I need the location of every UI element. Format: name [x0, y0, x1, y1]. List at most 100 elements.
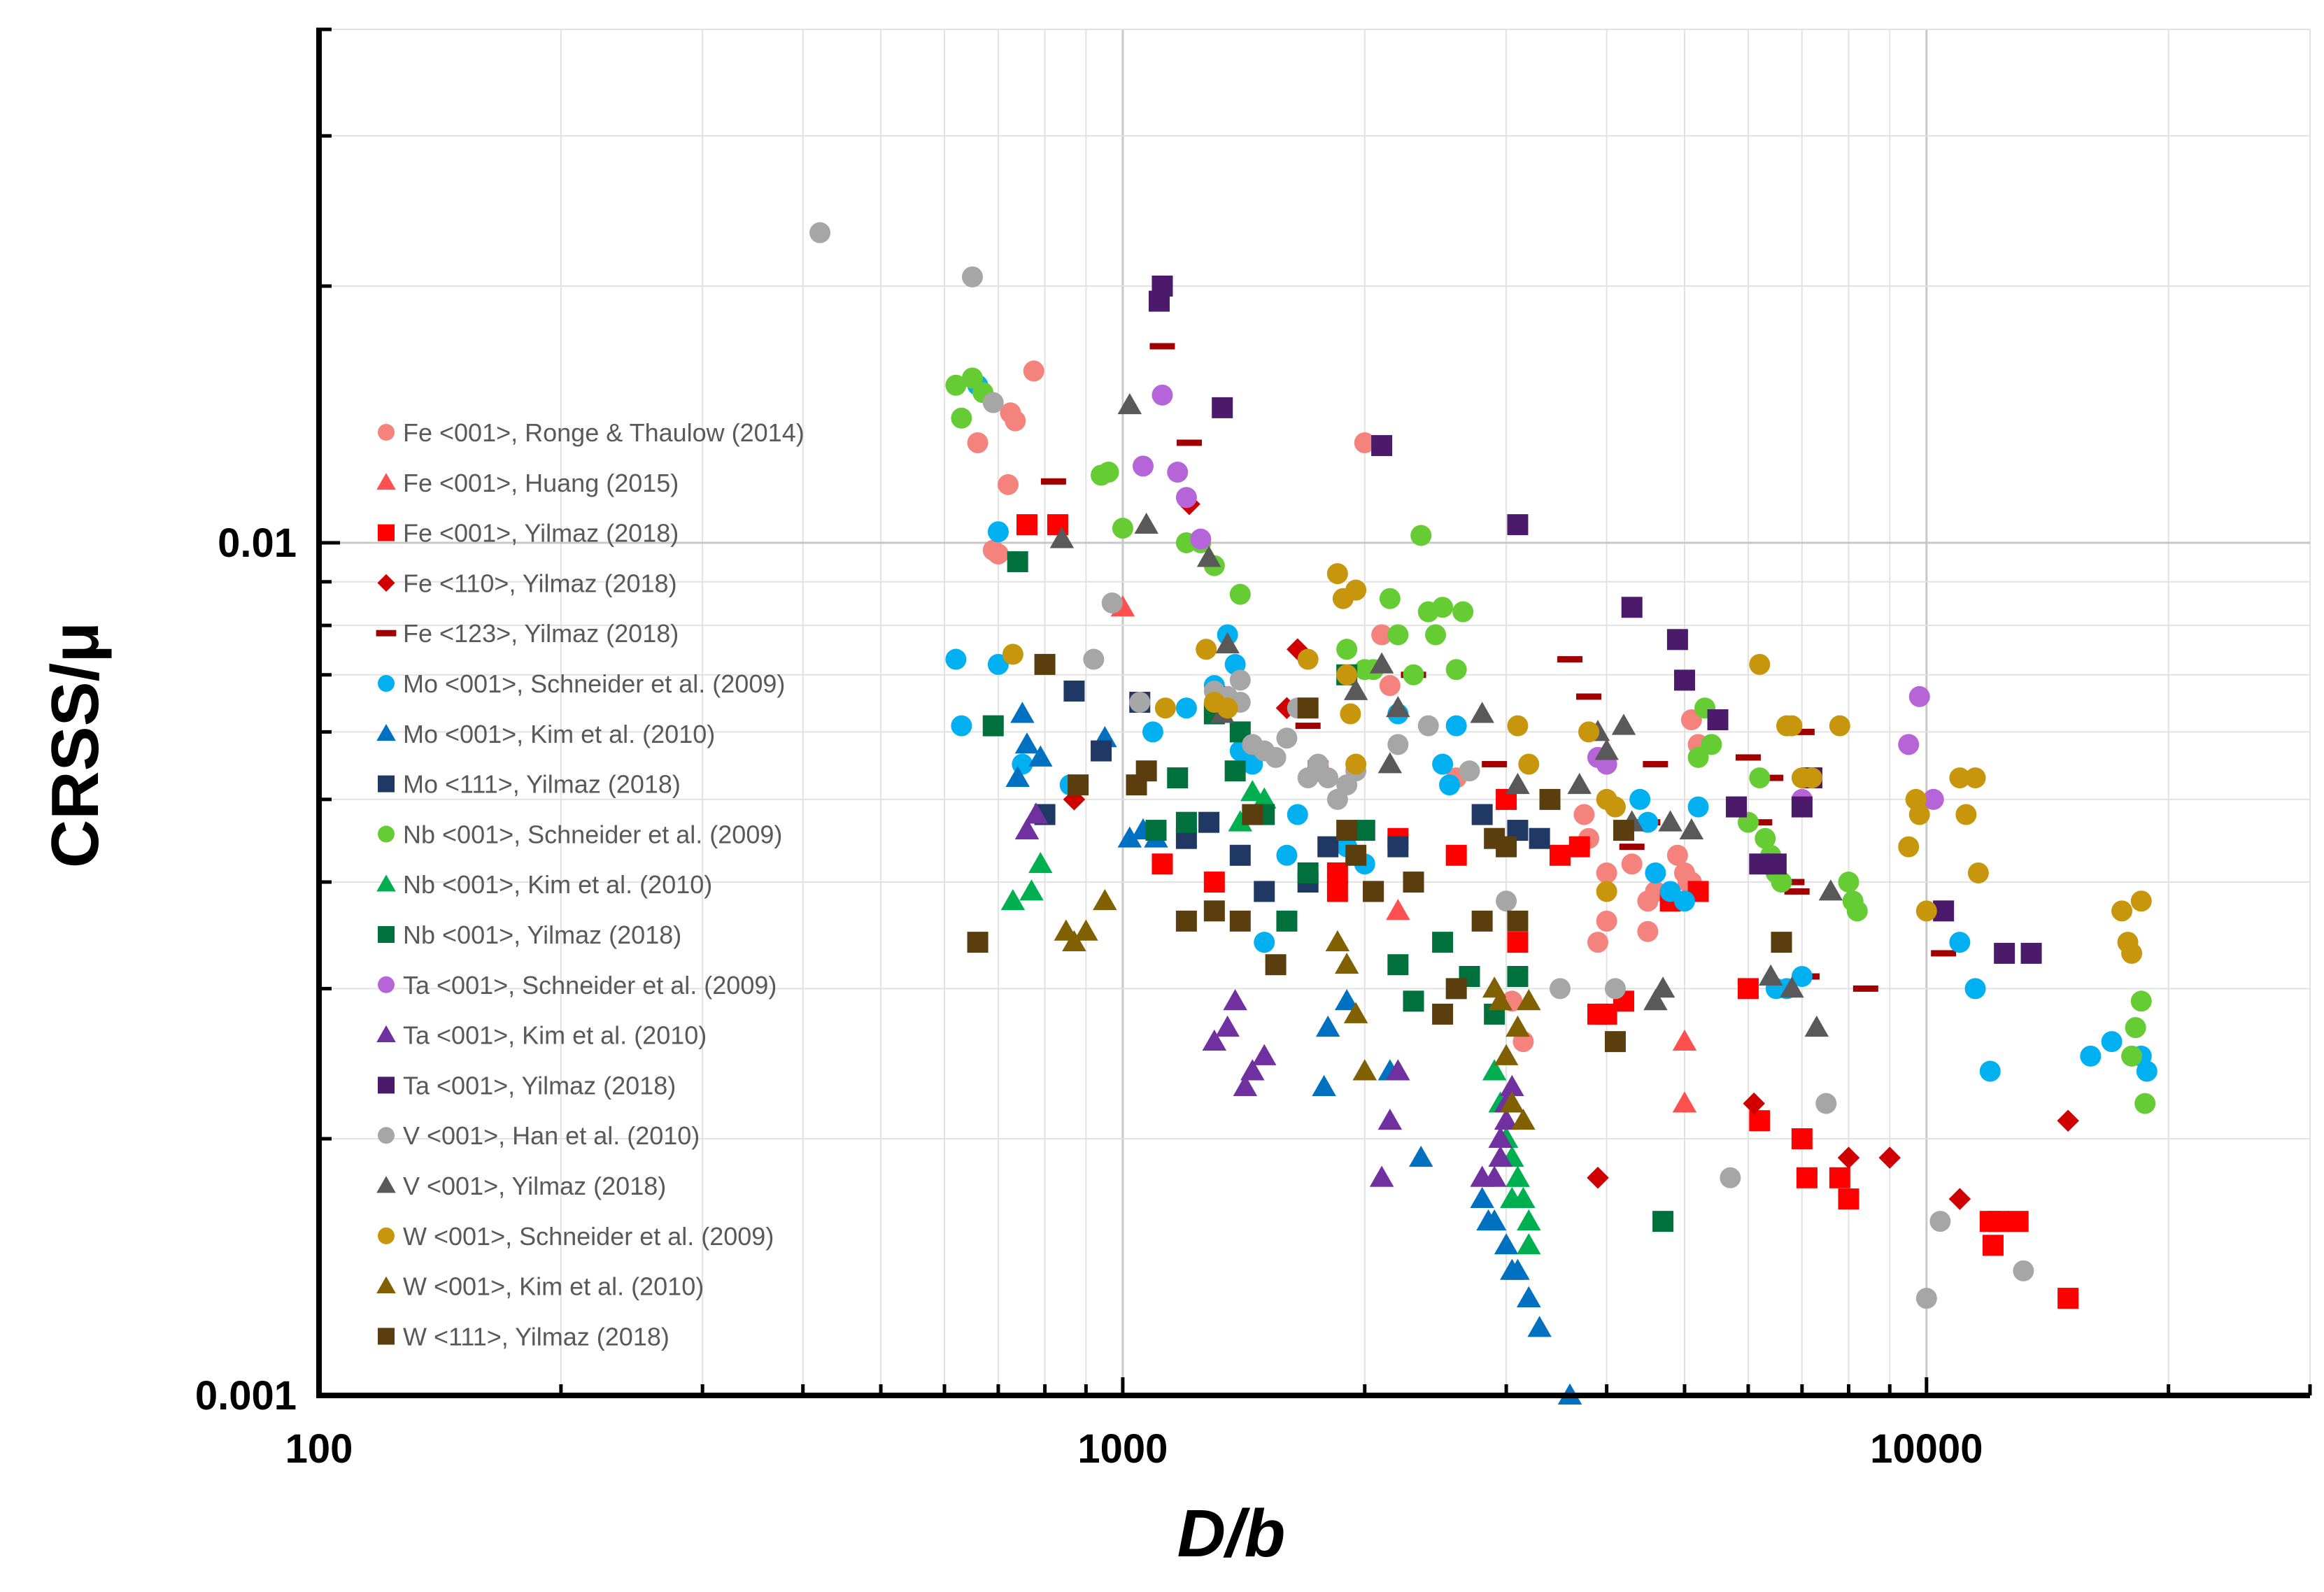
data-point: [1557, 656, 1583, 663]
data-point: [1517, 1286, 1541, 1308]
data-point: [1949, 767, 1971, 789]
legend-label: Fe <110>, Yilmaz (2018): [403, 569, 677, 597]
data-point: [1604, 796, 1626, 818]
data-point: [1707, 709, 1729, 731]
legend-entry: Mo <001>, Schneider et al. (2009): [378, 669, 785, 698]
data-point: [1190, 528, 1212, 550]
series-18: [967, 653, 1792, 1053]
legend-entry: Ta <001>, Schneider et al. (2009): [378, 971, 777, 1000]
legend-marker: [376, 473, 396, 490]
data-point: [1007, 551, 1028, 573]
data-point: [1500, 1186, 1524, 1209]
legend-entry: V <001>, Han et al. (2010): [378, 1121, 700, 1150]
legend-entry: Nb <001>, Schneider et al. (2009): [378, 820, 782, 848]
data-point: [1152, 384, 1173, 406]
data-point: [1796, 1167, 1818, 1188]
data-point: [1747, 819, 1773, 826]
data-point: [1507, 932, 1529, 953]
data-point: [1377, 1108, 1403, 1130]
data-point: [1287, 804, 1308, 825]
data-point: [1317, 836, 1339, 858]
data-point: [1098, 462, 1119, 483]
data-point: [1818, 879, 1843, 901]
data-point: [1403, 872, 1424, 893]
legend-marker: [378, 1328, 395, 1345]
data-point: [1240, 1059, 1265, 1081]
legend-entry: Fe <001>, Huang (2015): [376, 469, 679, 497]
data-point: [1229, 583, 1251, 605]
data-point: [1982, 1235, 2004, 1256]
data-point: [2007, 1211, 2029, 1232]
legend-marker: [378, 825, 395, 843]
data-point: [1500, 1091, 1524, 1113]
data-point: [1083, 648, 1105, 670]
legend: Fe <001>, Ronge & Thaulow (2014) Fe <001>…: [376, 418, 805, 1351]
data-point: [1765, 853, 1787, 875]
data-point: [1432, 1003, 1454, 1025]
data-point: [1517, 1209, 1541, 1231]
data-point: [1781, 715, 1803, 737]
legend-marker: [378, 775, 395, 793]
data-point: [1470, 702, 1494, 723]
data-point: [1550, 978, 1571, 1000]
legend-marker: [378, 926, 395, 943]
data-point: [1345, 844, 1367, 866]
data-point: [1949, 932, 1971, 953]
data-point: [1276, 844, 1298, 866]
data-point: [1687, 746, 1709, 768]
data-point: [1336, 639, 1358, 660]
data-point: [1482, 760, 1508, 767]
data-point: [1154, 697, 1176, 719]
data-point: [1062, 930, 1086, 952]
data-point: [1229, 844, 1251, 866]
data-point: [1852, 985, 1878, 992]
data-point: [1672, 1029, 1697, 1051]
data-point: [2130, 990, 2152, 1012]
data-point: [1425, 624, 1447, 646]
x-axis-title: D/b: [1177, 1496, 1286, 1571]
data-point: [1252, 1044, 1277, 1065]
data-point: [967, 432, 989, 453]
data-point: [1117, 392, 1142, 415]
data-point: [1354, 820, 1375, 841]
series-17: [1054, 888, 1541, 1130]
data-point: [1507, 715, 1529, 737]
data-point: [1488, 1145, 1512, 1167]
data-point: [1908, 804, 1930, 825]
data-point: [1091, 740, 1112, 762]
legend-entry: Mo <001>, Kim et al. (2010): [376, 720, 715, 748]
data-point: [2013, 1260, 2034, 1281]
data-point: [987, 543, 1009, 565]
data-point: [1023, 802, 1049, 824]
data-point: [809, 222, 831, 243]
data-point: [1791, 796, 1813, 818]
data-point: [1679, 818, 1704, 839]
data-point: [1049, 527, 1075, 548]
data-point: [1242, 804, 1263, 825]
data-point: [1217, 697, 1238, 719]
data-point: [1149, 343, 1175, 350]
data-point: [1621, 597, 1643, 618]
data-point: [1666, 844, 1688, 866]
data-point: [1459, 760, 1480, 782]
tick-labels: 100 1000 10000 0.001 0.01: [195, 520, 1983, 1472]
data-point: [1629, 788, 1651, 810]
legend-marker: [378, 524, 395, 541]
data-point: [1408, 1145, 1433, 1167]
data-point: [1229, 669, 1251, 691]
x-tick-label: 100: [285, 1426, 353, 1472]
legend-entry: W <001>, Kim et al. (2010): [376, 1272, 704, 1301]
data-point: [1047, 514, 1068, 536]
data-point: [2057, 1288, 2079, 1309]
data-point: [1784, 888, 1810, 895]
data-point: [1955, 804, 1977, 825]
data-point: [1005, 410, 1026, 432]
legend-label: Nb <001>, Kim et al. (2010): [403, 870, 712, 899]
legend-marker: [376, 630, 397, 637]
data-point: [1134, 512, 1159, 534]
data-point: [1142, 721, 1163, 743]
legend-entry: Nb <001>, Yilmaz (2018): [378, 921, 681, 949]
data-point: [1735, 754, 1761, 761]
legend-label: Fe <001>, Huang (2015): [403, 469, 679, 497]
